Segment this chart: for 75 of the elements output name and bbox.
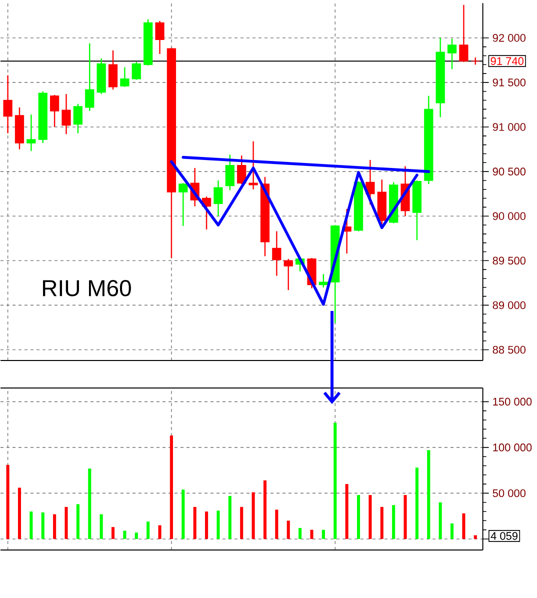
bar	[228, 496, 232, 539]
text: RIU M60	[43, 280, 132, 296]
candlestick	[226, 154, 235, 191]
y-tick-label: 91 000	[493, 123, 526, 131]
candlestick	[50, 94, 60, 128]
y-tick-label: 100 000	[493, 444, 532, 452]
text: 4 059	[491, 532, 518, 540]
candlestick	[237, 154, 246, 185]
bar	[123, 530, 126, 539]
bar	[216, 510, 220, 539]
candlestick	[74, 103, 83, 134]
candlestick	[272, 230, 282, 276]
candlestick	[108, 50, 118, 90]
bar	[240, 506, 244, 539]
y-tick-label: 90 000	[493, 212, 526, 220]
candlestick	[62, 93, 72, 135]
bar	[310, 530, 314, 539]
bar	[392, 505, 396, 539]
bar	[416, 468, 419, 539]
bar	[346, 484, 349, 539]
y-tick-label: 88 500	[493, 346, 526, 354]
y-tick-label: 91 500	[493, 78, 526, 86]
bar	[30, 512, 33, 539]
y-tick-label: 50 000	[493, 489, 526, 498]
candlestick	[120, 66, 130, 88]
candlestick	[85, 42, 94, 112]
bar	[450, 523, 454, 539]
bar	[252, 492, 256, 539]
bar	[264, 480, 267, 539]
bar	[158, 525, 162, 539]
bar	[182, 490, 185, 539]
y-tick-label: 150 000	[493, 398, 532, 406]
bar	[439, 502, 442, 539]
candlestick	[178, 182, 188, 227]
bar	[357, 495, 360, 539]
bar	[334, 422, 337, 539]
bar	[427, 450, 430, 539]
bar	[112, 527, 115, 539]
bar	[287, 520, 290, 539]
y-tick-label: 90 500	[493, 168, 526, 176]
bar	[76, 504, 80, 539]
bar	[53, 514, 56, 539]
candlestick	[459, 4, 469, 63]
y-tick-label: 92 000	[493, 34, 526, 42]
candlestick	[26, 114, 36, 152]
candlestick	[319, 273, 328, 288]
y-tick-label: 89 500	[493, 256, 526, 265]
bar	[275, 510, 278, 539]
bar	[100, 514, 104, 539]
candlestick	[132, 61, 142, 80]
bar	[6, 464, 10, 539]
candlestick	[214, 180, 224, 217]
bar	[135, 532, 138, 539]
candlestick	[284, 258, 294, 291]
candlestick	[155, 20, 165, 55]
y-tick-label: 89 000	[493, 301, 526, 310]
candlestick	[248, 140, 258, 190]
bar	[368, 495, 372, 539]
bar	[42, 512, 45, 539]
bar	[18, 488, 22, 539]
bar	[194, 506, 197, 539]
bar	[298, 528, 302, 539]
candlestick	[3, 74, 13, 134]
bar	[146, 522, 150, 539]
bar	[474, 535, 478, 539]
bar	[88, 468, 92, 539]
bar	[170, 436, 174, 539]
bar	[322, 530, 326, 539]
ref-line-label: 91 740	[491, 57, 524, 65]
bar	[462, 513, 466, 539]
candlestick	[448, 38, 457, 70]
bar	[205, 512, 208, 539]
bar	[64, 506, 68, 539]
bar	[404, 495, 408, 539]
bar	[380, 506, 384, 539]
